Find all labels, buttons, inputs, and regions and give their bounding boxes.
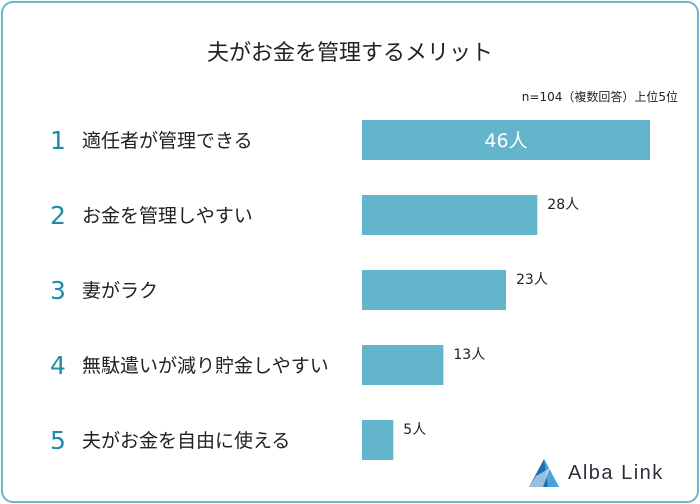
chart-title: 夫がお金を管理するメリット [206,41,493,66]
value-label: 5人 [403,422,426,438]
bar [362,120,650,160]
logo-text: Alba Link [568,461,664,484]
value-label: 23人 [516,272,548,288]
value-label: 46人 [484,130,527,152]
bar [362,195,538,235]
value-label: 28人 [547,197,579,213]
rank-label: 3 [50,276,66,305]
rank-label: 2 [50,201,66,230]
rank-label: 5 [50,426,66,455]
bar [362,270,506,310]
rank-label: 1 [50,126,66,155]
sample-note: n=104（複数回答）上位5位 [521,90,678,104]
category-label: 夫がお金を自由に使える [82,430,290,452]
category-label: 無駄遣いが減り貯金しやすい [82,355,329,377]
value-label: 13人 [453,347,485,363]
category-label: 妻がラク [82,280,158,302]
rank-label: 4 [50,351,66,380]
category-label: 適任者が管理できる [82,130,253,152]
alba-link-triangle-logo-icon [529,459,559,487]
bar [362,420,394,460]
category-label: お金を管理しやすい [82,205,253,227]
alba-link-logo: Alba Link [528,458,664,488]
bar [362,345,444,385]
